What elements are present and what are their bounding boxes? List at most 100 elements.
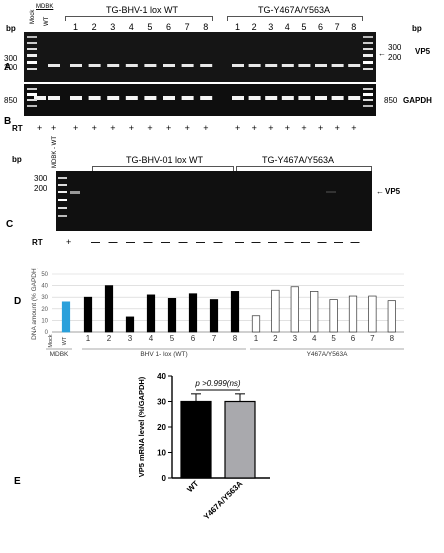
rt-minus-4: — [161,237,170,247]
rt-mark-14: + [301,123,307,133]
bp-label-left: bp [6,24,16,33]
x-tick-label-d: 6 [191,334,196,343]
gel-c [56,171,372,231]
lane-number-mut-2: 2 [251,22,257,32]
ladder-200-right-a: 200 [388,53,402,62]
lane-number-mut-6: 6 [318,22,324,32]
x-tick-label-d: 4 [149,334,154,343]
x-tick-label-e: Y467A/Y563A [202,479,245,522]
ladder-c [58,177,67,217]
band-a-lane-2 [70,64,82,67]
band-a-lane-13 [281,64,294,67]
band-b-lane-2 [70,96,82,100]
ladder-200-c: 200 [34,184,48,193]
y-tick-label-e: 0 [162,474,167,483]
panel-d-chart: 0 10 20 30 40 50 DNA amount (% GAPDH) Mock WT 1 2 3… [0,266,444,358]
group2-title: TG-Y467A/Y563A [258,5,331,15]
rt-mark-13: + [284,123,291,133]
lane-number-wt-5: 5 [147,22,153,32]
rt-mark-7: + [166,123,172,133]
band-c-mdbk-wt [70,191,80,194]
panel-e-chart: 0 10 20 30 40 VP5 mRNA level (%/GAPDH) WT Y467A… [100,360,320,548]
ladder-300-right-a: 300 [388,43,402,52]
rt-minus-10: — [268,237,277,247]
vp5-arrow-a: ← [378,49,386,58]
bar-d-13 [310,291,319,333]
lane-number-mut-4: 4 [284,22,290,32]
ladder-left-a [27,36,37,70]
rt-minus-11: — [284,237,294,247]
band-b-lane-14 [298,96,311,100]
bar-d-7 [188,293,198,333]
band-b-lane-5 [125,96,138,100]
rt-mark-12: + [268,123,274,133]
rt-mark-15: + [318,123,324,133]
gel-c-bands [58,177,336,217]
group-label-d-1: BHV 1- lox (WT) [140,351,187,358]
lane-number-wt-7: 7 [184,22,190,32]
ladder-300-left-a: 300 [4,54,18,63]
lane-number-wt-8: 8 [203,22,209,32]
bp-label-right: bp [412,24,422,33]
ladder-200-left-a: 200 [4,63,18,72]
bar-d-16 [368,295,377,333]
ladder-left-b [27,88,37,107]
bar-d-17 [387,300,396,333]
panel-label-e: E [14,476,21,487]
panel-label-c: C [6,219,14,230]
bar-d-15 [348,295,358,333]
lane-number-mut-5: 5 [301,22,307,32]
bp-label-c: bp [12,155,22,164]
gel-a-bands [27,36,373,70]
gel-b [24,84,376,116]
rt-minus-12: — [301,237,310,247]
vp5-label-c: VP5 [385,187,401,196]
rt-mark-3: + [91,123,97,133]
band-b-lane-17 [348,96,361,100]
x-tick-label-d: 6 [351,334,356,343]
rt-marks-ab: + + + + + + + + + + + + + + + + + + [0,123,444,133]
rt-minus-14: — [334,237,343,247]
rt-minus-7: — [213,237,223,247]
band-b-lane-11 [248,96,261,100]
band-a-lane-8 [181,64,194,67]
x-tick-label-d: 1 [86,334,91,343]
rt-plus-c: + [66,237,72,247]
x-tick-label-d: 5 [170,334,175,343]
rt-mark-9: + [203,123,209,133]
band-a-lane-1 [48,64,60,67]
panel-label-d: D [14,296,22,307]
band-a-lane-5 [125,64,138,67]
rt-mark-16: + [334,123,340,133]
band-b-lane-8 [181,96,194,100]
band-b-lane-1 [48,96,60,100]
band-a-lane-11 [248,64,261,67]
bar-d-6 [167,298,177,333]
band-a-lane-9 [200,64,213,67]
rt-mark-6: + [147,123,153,133]
rt-minus-9: — [251,237,261,247]
y-tick-label-e: 10 [157,449,166,458]
x-tick-label-d: 4 [312,334,317,343]
rt-mark-11: + [251,123,257,133]
gel-b-bands [27,88,373,107]
rt-label-ab: RT [12,124,23,133]
band-b-lane-9 [200,96,213,100]
band-c-faint [326,191,336,193]
rt-minus-6: — [196,237,205,247]
rt-minus-0: — [91,237,100,247]
lane-number-wt-4: 4 [128,22,134,32]
rt-mark-17: + [351,123,357,133]
band-b-lane-10 [232,96,244,100]
mdbk-header: MDBK [36,4,54,10]
group1-bracket-c [92,166,234,171]
band-a-lane-17 [348,64,361,67]
rt-minus-5: — [178,237,188,247]
group2-title-c: TG-Y467A/Y563A [262,155,335,165]
band-b-lane-4 [107,96,120,100]
lane-number-wt-6: 6 [166,22,172,32]
rt-label-c: RT [32,238,43,247]
rt-minus-3: — [143,237,153,247]
bar-d-10 [251,315,261,333]
rt-mark-8: + [184,123,190,133]
